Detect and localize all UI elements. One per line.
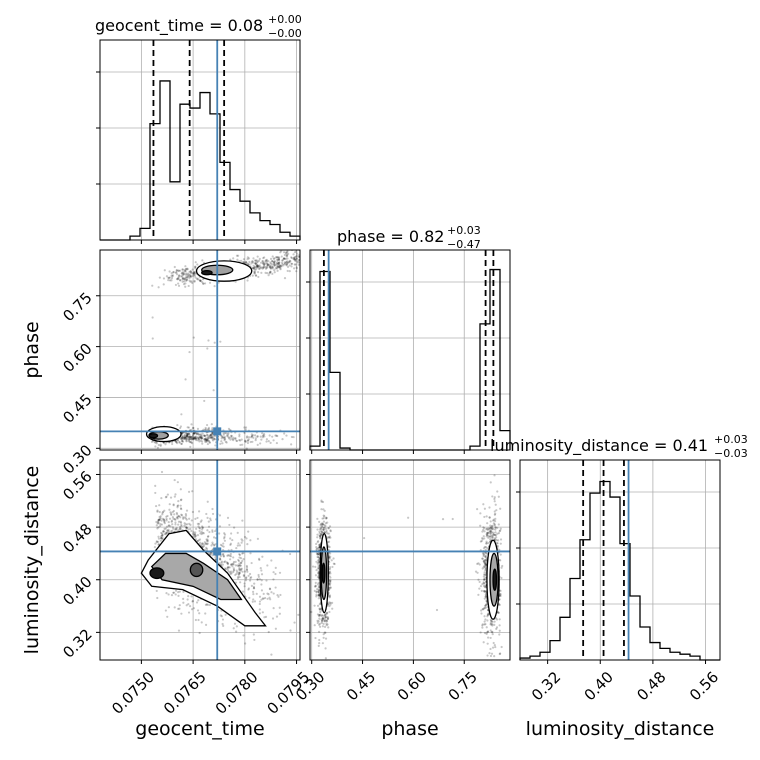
tick-label-x-phase-2: 0.60 bbox=[394, 668, 430, 704]
xlabel-phase: phase bbox=[381, 718, 438, 740]
tick-label-y-phase-3: 0.75 bbox=[59, 289, 95, 325]
panel-distance-vs-phase: 0.30 0.45 0.60 0.75 bbox=[292, 459, 511, 704]
tick-label-x-geocent_time-1: 0.0765 bbox=[160, 668, 210, 718]
contour-core-p20 bbox=[149, 567, 165, 580]
contour-core-low bbox=[148, 433, 159, 439]
truth-marker-p20 bbox=[213, 547, 222, 556]
tick-label-x-phase-3: 0.75 bbox=[445, 668, 481, 704]
title-distance-value: 0.41 bbox=[672, 436, 708, 455]
contour-core-p20-b bbox=[189, 562, 204, 578]
tick-label-x-geocent_time-0: 0.0750 bbox=[108, 668, 158, 718]
tick-label-x-luminosity_distance-0: 0.32 bbox=[528, 668, 564, 704]
tick-label-x-phase-1: 0.45 bbox=[343, 668, 379, 704]
contour-core-right bbox=[492, 568, 498, 591]
panel-distance-geocent-time-frame bbox=[99, 459, 301, 661]
contour-core-high bbox=[201, 270, 213, 276]
contours-distance-geocent-time bbox=[140, 529, 267, 627]
title-phase-value: 0.82 bbox=[409, 227, 445, 246]
title-distance-name: luminosity_distance bbox=[490, 436, 649, 456]
tick-label-x-luminosity_distance-3: 0.56 bbox=[686, 668, 722, 704]
tick-label-x-geocent_time-2: 0.0780 bbox=[212, 668, 262, 718]
title-distance-minus: −0.03 bbox=[714, 447, 748, 460]
xlabel-geocent-time: geocent_time bbox=[135, 718, 264, 740]
histogram-phase bbox=[309, 268, 511, 451]
panel-phase-geocent-time-frame bbox=[99, 249, 301, 451]
tick-label-x-luminosity_distance-1: 0.40 bbox=[581, 668, 617, 704]
panel-phase-hist bbox=[306, 249, 511, 454]
title-geocent-time-name: geocent_time bbox=[95, 16, 204, 36]
title-luminosity-distance: luminosity_distance = 0.41 bbox=[490, 436, 708, 456]
tick-label-y-phase-2: 0.60 bbox=[59, 340, 95, 376]
tick-label-y-luminosity_distance-1: 0.40 bbox=[59, 573, 95, 609]
title-phase-minus: −0.47 bbox=[447, 238, 481, 251]
panel-distance-phase-frame bbox=[309, 459, 511, 661]
title-geocent-time-minus: −0.00 bbox=[268, 27, 302, 40]
scatter-distance-phase bbox=[310, 474, 504, 660]
title-geocent-time-plus: +0.00 bbox=[268, 13, 302, 26]
histogram-luminosity_distance bbox=[519, 480, 720, 661]
panel-phase-vs-geocent-time: 0.300.450.600.75 bbox=[59, 249, 301, 478]
hist-phase-frame bbox=[309, 249, 511, 451]
tick-label-y-luminosity_distance-0: 0.32 bbox=[59, 625, 95, 661]
tick-label-y-phase-1: 0.45 bbox=[59, 390, 95, 426]
xlabel-luminosity-distance: luminosity_distance bbox=[526, 718, 715, 740]
tick-label-y-luminosity_distance-3: 0.56 bbox=[59, 467, 95, 503]
panel-geocent-time-hist bbox=[96, 39, 301, 244]
histogram-geocent_time bbox=[100, 80, 301, 241]
title-distance-plus: +0.03 bbox=[714, 433, 748, 446]
truth-marker-p10 bbox=[213, 427, 222, 436]
panel-distance-hist: 0.32 0.40 0.48 0.56 bbox=[516, 459, 722, 704]
tick-label-y-luminosity_distance-2: 0.48 bbox=[59, 520, 95, 556]
ylabel-luminosity-distance: luminosity_distance bbox=[21, 466, 43, 655]
ylabel-phase: phase bbox=[21, 321, 43, 378]
hist-geocent_time-frame bbox=[99, 39, 301, 241]
title-geocent-time-value: 0.08 bbox=[228, 16, 264, 35]
title-geocent-time: geocent_time = 0.08 bbox=[95, 16, 263, 36]
title-phase: phase = 0.82 bbox=[337, 227, 444, 246]
hist-luminosity_distance-frame bbox=[519, 459, 721, 661]
tick-label-x-luminosity_distance-2: 0.48 bbox=[633, 668, 669, 704]
title-phase-plus: +0.03 bbox=[447, 224, 481, 237]
title-phase-name: phase bbox=[337, 227, 385, 246]
contour-core-left bbox=[321, 562, 326, 584]
